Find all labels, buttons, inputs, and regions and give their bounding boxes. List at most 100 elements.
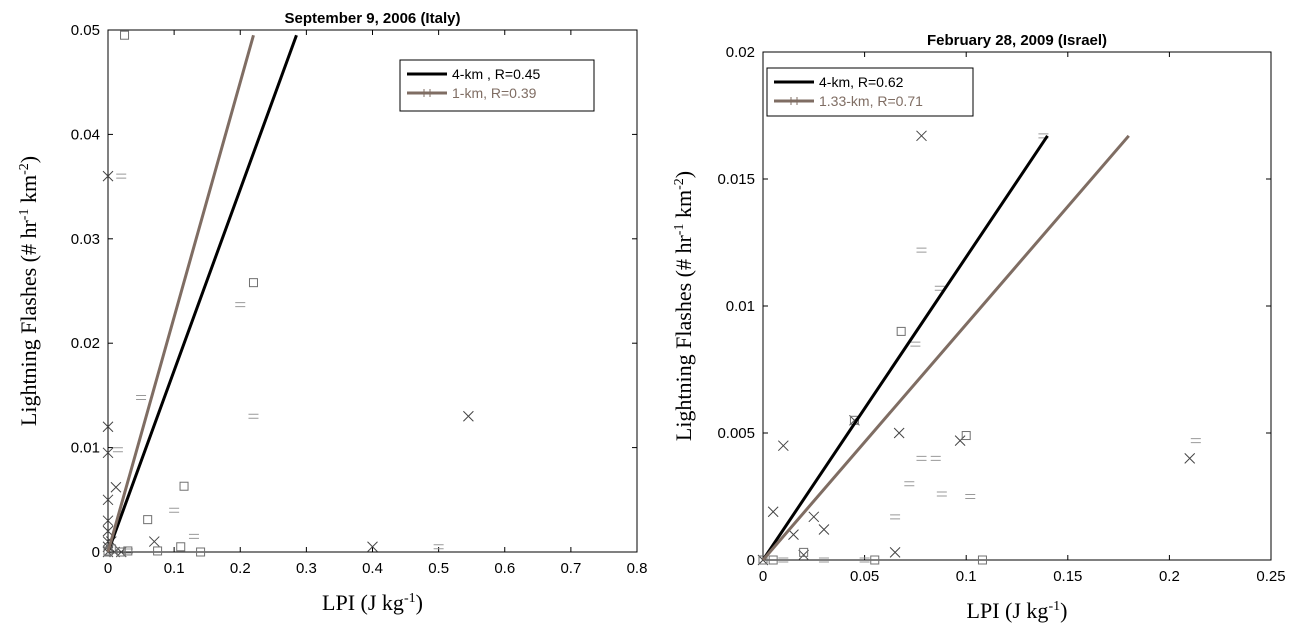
series-2-markers	[778, 133, 1201, 563]
dash-marker	[169, 507, 180, 513]
x-tick-label: 0.5	[428, 560, 449, 577]
square-marker	[870, 555, 880, 565]
x-marker	[463, 410, 474, 422]
x-marker	[954, 435, 966, 446]
dash-marker	[1190, 438, 1201, 444]
dash-marker	[136, 394, 147, 400]
x-tick-label: 0.1	[956, 568, 977, 585]
dash-marker	[248, 413, 259, 419]
y-tick-label: 0.01	[71, 440, 100, 457]
plot-frame	[762, 51, 1272, 561]
x-marker	[916, 130, 927, 142]
y-tick-label: 0.005	[717, 425, 755, 442]
y-tick-label: 0.03	[71, 231, 100, 248]
legend-swatch-marker	[790, 97, 798, 105]
series-3-markers	[103, 30, 258, 557]
square-marker	[176, 542, 186, 552]
square-marker	[196, 547, 206, 557]
legend-box	[399, 59, 595, 112]
dash-marker	[122, 548, 133, 554]
dash-marker	[916, 247, 927, 253]
legend-box	[766, 67, 974, 117]
x-axis-label: LPI (J kg-1)	[322, 590, 423, 615]
x-marker	[148, 536, 160, 547]
x-marker	[102, 494, 114, 506]
y-tick-label: 0	[747, 552, 755, 569]
x-tick-label: 0.15	[1053, 568, 1082, 585]
series-1-markers	[102, 170, 474, 558]
x-axis-label: LPI (J kg-1)	[967, 598, 1068, 623]
fit-line-series-2	[106, 34, 255, 553]
x-marker	[798, 549, 809, 561]
series-2-markers	[112, 173, 444, 554]
y-tick-label: 0.01	[726, 298, 755, 315]
x-marker	[777, 440, 789, 452]
legend: 4-km , R=0.45 1-km, R=0.39	[399, 59, 595, 112]
x-tick-label: 0.25	[1256, 568, 1285, 585]
dash-marker	[916, 455, 927, 461]
square-marker	[143, 515, 153, 525]
x-tick-label: 0	[104, 560, 112, 577]
x-marker	[102, 421, 114, 433]
legend-swatch-marker	[423, 89, 431, 97]
dash-marker	[188, 533, 199, 539]
chart-title: February 28, 2009 (Israel)	[927, 32, 1107, 49]
x-tick-label: 0.8	[627, 560, 648, 577]
dash-marker	[859, 557, 870, 563]
square-marker	[120, 30, 130, 40]
square-marker	[799, 547, 809, 557]
legend-label: 1.33-km, R=0.71	[819, 93, 923, 109]
fit-line-series-1	[761, 134, 1049, 561]
square-marker	[179, 481, 189, 491]
chart-title: September 9, 2006 (Italy)	[285, 10, 461, 27]
x-tick-label: 0.3	[296, 560, 317, 577]
y-axis-label: Lightning Flashes (# hr-1 km-2)	[671, 171, 696, 441]
x-tick-label: 0.2	[230, 560, 251, 577]
dash-marker	[235, 302, 246, 308]
fit-line-series-2	[761, 134, 1130, 561]
square-marker	[768, 555, 778, 565]
dash-marker	[778, 557, 789, 563]
dash-marker	[904, 481, 915, 487]
square-marker	[248, 278, 258, 288]
x-tick-label: 0.4	[362, 560, 383, 577]
square-marker	[977, 555, 987, 565]
legend: 4-km, R=0.62 1.33-km, R=0.71	[766, 67, 974, 117]
x-marker	[110, 481, 122, 493]
x-marker	[788, 529, 799, 540]
y-tick-label: 0.04	[71, 126, 100, 143]
x-marker	[102, 525, 114, 537]
x-tick-label: 0.6	[494, 560, 515, 577]
x-marker	[1184, 453, 1196, 464]
y-tick-label: 0.02	[71, 335, 100, 352]
y-tick-label: 0.02	[726, 44, 755, 61]
dash-marker	[112, 447, 123, 453]
dash-marker	[910, 341, 921, 347]
square-marker	[153, 546, 163, 556]
chart-1: September 9, 2006 (Italy) 0 0.1 0.2 0.3 0.4 0.…	[16, 10, 647, 615]
x-marker	[102, 447, 114, 459]
dash-marker	[936, 491, 947, 497]
dash-marker	[930, 455, 941, 461]
square-marker	[961, 431, 971, 441]
x-marker	[367, 541, 378, 553]
dash-marker	[890, 514, 901, 520]
x-tick-label: 0.05	[850, 568, 879, 585]
y-tick-label: 0	[92, 544, 100, 561]
legend-label: 1-km, R=0.39	[452, 85, 537, 101]
dash-marker	[818, 557, 829, 563]
chart-2: February 28, 2009 (Israel) 0 0.05 0.1 0.15 0.…	[671, 32, 1286, 623]
legend-label: 4-km, R=0.62	[819, 74, 904, 90]
dash-marker	[116, 173, 127, 179]
x-marker	[889, 547, 901, 558]
x-marker	[808, 511, 820, 523]
x-tick-label: 0.7	[560, 560, 581, 577]
square-marker	[758, 555, 768, 565]
x-marker	[767, 506, 779, 518]
x-tick-label: 0.2	[1159, 568, 1180, 585]
dash-marker	[433, 544, 444, 550]
square-marker	[123, 546, 133, 556]
fit-line-series-1	[106, 34, 298, 553]
series-1-markers	[757, 130, 1196, 566]
